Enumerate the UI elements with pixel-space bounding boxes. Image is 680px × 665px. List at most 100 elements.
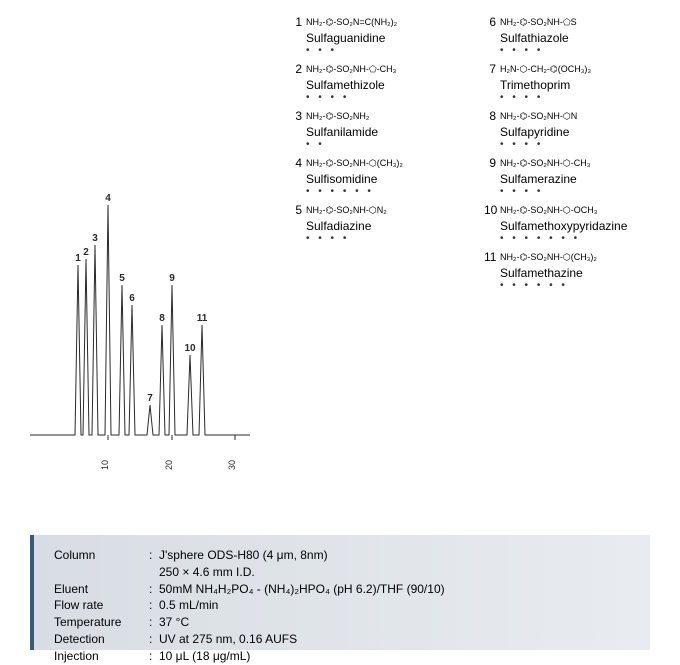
compound-number: 4 [290,156,302,170]
chromatogram-svg: 1234567891011102030 [10,125,260,505]
compound-structure: NH₂-⌬-SO₂NH₂ [306,111,476,122]
compound-number: 11 [484,250,496,264]
info-value: 50mM NH₄H₂PO₄ - (NH₄)₂HPO₄ (pH 6.2)/THF … [159,581,630,598]
compound-cell: 10 NH₂-⌬-SO₂NH-⬡-OCH₃ Sulfamethoxypyridazi… [484,203,670,244]
compound-structure: NH₂-⌬-SO₂NH-⬠-CH₃ [306,64,476,75]
chromatogram-trace [30,205,250,435]
compound-structure: NH₂-⌬-SO₂NH-⬡N₂ [306,205,476,216]
compound-name: Sulfamethazine [500,266,670,280]
chromatogram: 1234567891011102030 [10,125,260,505]
info-colon: : [149,547,159,564]
compound-structure: NH₂-⌬-SO₂NH-⬡(CH₃)₂ [306,158,476,169]
compound-name: Sulfadiazine [306,219,476,233]
compound-name: Sulfapyridine [500,125,670,139]
peak-label-10: 10 [184,343,196,354]
peak-label-2: 2 [83,247,89,258]
xtick-label: 20 [164,460,174,470]
compound-number: 7 [484,62,496,76]
compound-number: 5 [290,203,302,217]
compound-cell: 4 NH₂-⌬-SO₂NH-⬡(CH₃)₂ Sulfisomidine• • • •… [290,156,476,197]
compound-cell: 6NH₂-⌬-SO₂NH-⬠SSulfathiazole• • • • [484,15,670,56]
compound-dots: • • • • [500,45,670,56]
compound-cell: 11 NH₂-⌬-SO₂NH-⬡(CH₃)₂ Sulfamethazine• • •… [484,250,670,291]
compound-dots: • • • • [500,139,670,150]
info-colon: : [149,614,159,631]
info-label: Column [54,547,149,564]
compound-cell: 9 NH₂-⌬-SO₂NH-⬡-CH₃ Sulfamerazine• • • • [484,156,670,197]
compound-dots: • • • • [500,92,670,103]
compound-cell: 5 NH₂-⌬-SO₂NH-⬡N₂ Sulfadiazine• • • • [290,203,476,244]
info-label [54,564,149,581]
info-value: 37 °C [159,614,630,631]
compound-dots: • • • • [500,186,670,197]
peak-label-7: 7 [147,393,153,404]
compound-dots: • • • • [306,92,476,103]
info-row: 250 × 4.6 mm I.D. [54,564,630,581]
compounds-grid: 1NH₂-⌬-SO₂N=C(NH₂)₂Sulfaguanidine• • •6N… [290,15,670,291]
compound-cell: 8 NH₂-⌬-SO₂NH-⬡N Sulfapyridine• • • • [484,109,670,150]
compound-dots: • • • • • • • [500,233,670,244]
compound-structure: NH₂-⌬-SO₂NH-⬡-OCH₃ [500,205,670,216]
peak-label-8: 8 [159,313,165,324]
compound-dots: • • • [306,45,476,56]
peak-label-6: 6 [129,293,135,304]
compound-structure: NH₂-⌬-SO₂NH-⬡N [500,111,670,122]
info-row: Column:J'sphere ODS-H80 (4 μm, 8nm) [54,547,630,564]
compound-number: 10 [484,203,496,217]
compound-cell: 3 NH₂-⌬-SO₂NH₂ Sulfanilamide• • [290,109,476,150]
compound-cell: 2NH₂-⌬-SO₂NH-⬠-CH₃Sulfamethizole• • • • [290,62,476,103]
peak-label-4: 4 [105,193,111,204]
compound-structure: NH₂-⌬-SO₂NH-⬡-CH₃ [500,158,670,169]
compound-name: Sulfamethoxypyridazine [500,219,670,233]
info-colon: : [149,631,159,648]
compound-name: Trimethoprim [500,78,670,92]
compound-name: Sulfathiazole [500,31,670,45]
info-value: 10 μL (18 μg/mL) [159,648,630,665]
compound-cell: 1 NH₂-⌬-SO₂N=C(NH₂)₂ Sulfaguanidine• • • [290,15,476,56]
compound-number: 1 [290,15,302,29]
compound-cell [290,250,476,291]
info-label: Detection [54,631,149,648]
info-value: 0.5 mL/min [159,597,630,614]
compound-dots: • • • • • • [500,280,670,291]
info-label: Eluent [54,581,149,598]
peak-label-3: 3 [92,233,98,244]
compound-structure: NH₂-⌬-SO₂N=C(NH₂)₂ [306,17,476,28]
info-row: Detection:UV at 275 nm, 0.16 AUFS [54,631,630,648]
info-row: Temperature:37 °C [54,614,630,631]
compound-name: Sulfamerazine [500,172,670,186]
info-label: Temperature [54,614,149,631]
info-value: 250 × 4.6 mm I.D. [159,564,630,581]
compound-structure: NH₂-⌬-SO₂NH-⬡(CH₃)₂ [500,252,670,263]
compound-dots: • • • • [306,233,476,244]
xtick-label: 30 [227,460,237,470]
info-label: Injection [54,648,149,665]
compound-name: Sulfisomidine [306,172,476,186]
info-label: Flow rate [54,597,149,614]
xtick-label: 10 [100,460,110,470]
parameters-box: Column:J'sphere ODS-H80 (4 μm, 8nm)250 ×… [30,535,650,650]
compound-dots: • • • • • • [306,186,476,197]
info-colon: : [149,597,159,614]
compound-structure: H₂N-⬡-CH₂-⌬(OCH₃)₃ [500,64,670,75]
compound-name: Sulfaguanidine [306,31,476,45]
info-row: Eluent:50mM NH₄H₂PO₄ - (NH₄)₂HPO₄ (pH 6.… [54,581,630,598]
info-value: J'sphere ODS-H80 (4 μm, 8nm) [159,547,630,564]
info-value: UV at 275 nm, 0.16 AUFS [159,631,630,648]
info-colon: : [149,581,159,598]
compound-number: 9 [484,156,496,170]
compound-name: Sulfanilamide [306,125,476,139]
peak-label-11: 11 [197,313,208,324]
compound-number: 8 [484,109,496,123]
info-row: Injection:10 μL (18 μg/mL) [54,648,630,665]
info-colon: : [149,648,159,665]
compound-dots: • • [306,139,476,150]
compound-name: Sulfamethizole [306,78,476,92]
peak-label-9: 9 [169,273,175,284]
compound-structure: NH₂-⌬-SO₂NH-⬠S [500,17,670,28]
compound-cell: 7 H₂N-⬡-CH₂-⌬(OCH₃)₃ Trimethoprim• • • • [484,62,670,103]
compound-number: 3 [290,109,302,123]
info-row: Flow rate:0.5 mL/min [54,597,630,614]
peak-label-5: 5 [119,273,125,284]
info-colon [149,564,159,581]
